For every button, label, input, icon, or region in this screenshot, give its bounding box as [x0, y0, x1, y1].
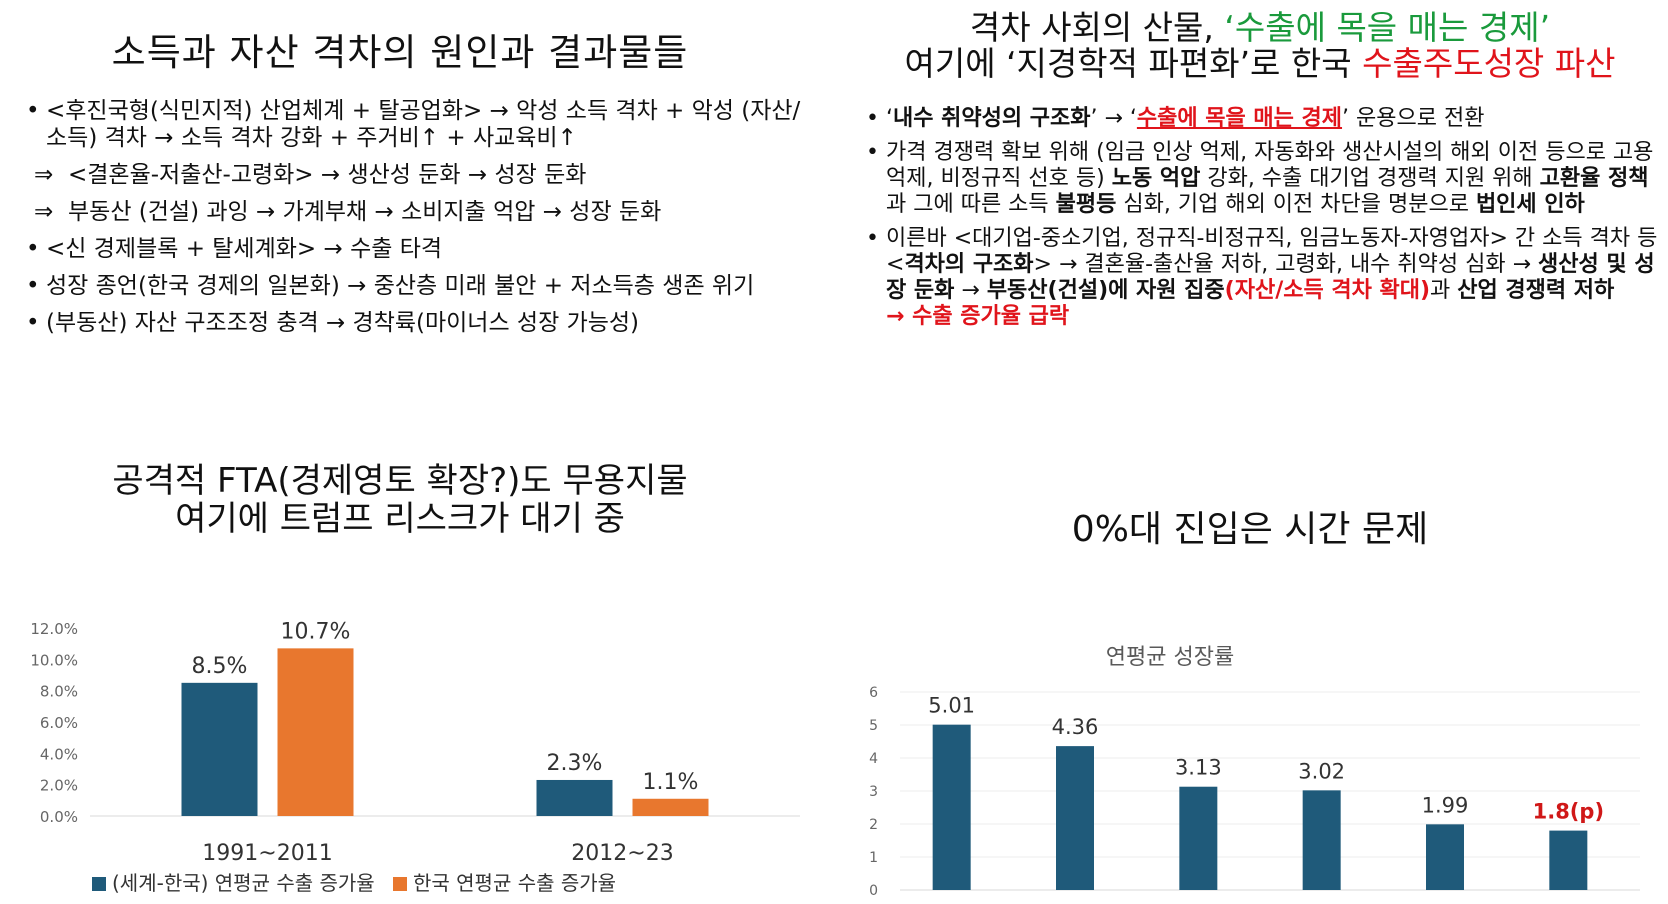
legend-swatch	[92, 877, 106, 891]
bold-text: 노동 억압	[1111, 166, 1201, 191]
export-economy-subtitle: 여기에 ‘지경학적 파편화’로 한국 수출주도성장 파산	[860, 46, 1660, 82]
text: 가격 경쟁력 확보 위해 (임금 인상 억제, 자동화와 생산시설의 해외 이전…	[886, 140, 1654, 191]
data-label: 3.02	[1298, 759, 1345, 783]
data-label: 5.01	[928, 694, 975, 718]
data-label: 1.1%	[643, 770, 699, 795]
y-tick-label: 10.0%	[30, 651, 78, 669]
subtitle-part1: 여기에 ‘지경학적 파편화’로 한국	[904, 44, 1363, 83]
text: > → 결혼율-출산율 저하, 고령화, 내수 취약성 심화 →	[1033, 252, 1539, 277]
growth-title: 0%대 진입은 시간 문제	[1071, 509, 1429, 550]
text: 심화, 기업 해외 이전 차단을 명분으로	[1116, 192, 1476, 217]
red-bold-text: (자산/소득 격차 확대)	[1224, 278, 1431, 303]
list-item: 가격 경쟁력 확보 위해 (임금 인상 억제, 자동화와 생산시설의 해외 이전…	[860, 140, 1660, 218]
bar	[1056, 746, 1094, 890]
y-tick-label: 4	[869, 751, 878, 767]
red-bold-text: → 수출 증가율 급락	[886, 304, 1070, 329]
y-tick-label: 2.0%	[40, 777, 78, 795]
y-tick-label: 3	[869, 784, 878, 800]
list-item: 이른바 <대기업-중소기업, 정규직-비정규직, 임금노동자-자영업자> 간 소…	[860, 226, 1660, 330]
text: 과 그에 따른 소득	[886, 192, 1056, 217]
bold-text: 부동산(건설)에 자원 집중	[986, 278, 1225, 303]
text: 이른바 <대기업-중소기업, 정규직-비정규직, 임금노동자-자영업자> 간 소…	[886, 226, 1658, 277]
x-tick-label: 1991~2011	[202, 841, 332, 866]
legend-swatch	[393, 877, 407, 891]
causes-list: <후진국형(식민지적) 산업체계 + 탈공업화> → 악성 소득 격차 + 악성…	[20, 98, 820, 337]
bar	[1179, 786, 1218, 890]
fta-title: 공격적 FTA(경제영토 확장?)도 무용지물 여기에 트럼프 리스크가 대기 …	[20, 462, 820, 538]
bar	[181, 682, 258, 816]
data-label: 4.36	[1052, 715, 1099, 739]
list-item: <후진국형(식민지적) 산업체계 + 탈공업화> → 악성 소득 격차 + 악성…	[20, 98, 820, 152]
list-item: 부동산 (건설) 과잉 → 가계부채 → 소비지출 억압 → 성장 둔화	[20, 199, 820, 226]
y-tick-label: 5	[869, 718, 878, 734]
y-tick-label: 1	[869, 850, 878, 866]
list-item: <신 경제블록 + 탈세계화> → 수출 타격	[20, 236, 820, 263]
fta-panel: 공격적 FTA(경제영토 확장?)도 무용지물 여기에 트럼프 리스크가 대기 …	[20, 462, 820, 900]
chart-title: 연평균 성장률	[1106, 645, 1234, 670]
bar	[536, 779, 613, 816]
list-item: (부동산) 자산 구조조정 충격 → 경착륙(마이너스 성장 가능성)	[20, 310, 820, 337]
y-tick-label: 4.0%	[40, 745, 78, 763]
growth-rate-chart: 연평균 성장률65432105.012000~20054.362005~2010…	[869, 645, 1640, 904]
export-growth-chart: 12.0% 10.0% 8.0% 6.0% 4.0% 2.0% 0.0% 8.5% 10.7% 1…	[30, 619, 800, 895]
bar	[1549, 830, 1588, 890]
y-tick-label: 2	[869, 817, 878, 833]
text: 강화, 수출 대기업 경쟁력 지원 위해	[1200, 166, 1540, 191]
bold-text: 내수 취약성의 구조화	[893, 106, 1091, 131]
causes-title: 소득과 자산 격차의 원인과 결과물들	[111, 31, 689, 74]
title-part1: 격차 사회의 산물,	[969, 8, 1225, 47]
text: ’ → ‘	[1090, 106, 1137, 131]
y-tick-label: 0.0%	[40, 808, 78, 826]
data-label: 1.8(p)	[1533, 800, 1604, 824]
bold-text: 격차의 구조화	[904, 252, 1034, 277]
export-economy-title: 격차 사회의 산물, ‘수출에 목을 매는 경제’	[860, 10, 1660, 46]
list-item: ‘내수 취약성의 구조화’ → ‘수출에 목을 매는 경제’ 운용으로 전환	[860, 106, 1660, 132]
y-tick-label: 6.0%	[40, 714, 78, 732]
list-item: 성장 종언(한국 경제의 일본화) → 중산층 미래 불안 + 저소득층 생존 …	[20, 273, 820, 300]
bar	[1302, 790, 1341, 890]
data-label: 10.7%	[281, 619, 351, 644]
title-part2: ‘수출에 목을 매는 경제’	[1224, 8, 1551, 47]
text: 과	[1430, 278, 1458, 303]
y-tick-label: 12.0%	[30, 620, 78, 638]
bold-text: 생산성 및 성장 둔화	[886, 252, 1655, 303]
bold-text: 법인세 인하	[1475, 192, 1585, 217]
data-label: 3.13	[1175, 756, 1222, 780]
fta-title-line2: 여기에 트럼프 리스크가 대기 중	[175, 499, 625, 539]
legend-label: (세계-한국) 연평균 수출 증가율	[112, 871, 375, 895]
bold-text: 고환율 정책	[1539, 166, 1649, 191]
data-label: 1.99	[1422, 793, 1469, 817]
subtitle-part2: 수출주도성장 파산	[1362, 44, 1616, 83]
data-label: 2.3%	[547, 751, 603, 776]
export-economy-list: ‘내수 취약성의 구조화’ → ‘수출에 목을 매는 경제’ 운용으로 전환 가…	[860, 106, 1660, 330]
y-tick-label: 8.0%	[40, 683, 78, 701]
y-tick-label: 0	[869, 883, 878, 899]
growth-panel: 0%대 진입은 시간 문제 연평균 성장률65432105.012000~200…	[840, 470, 1660, 904]
bar	[632, 798, 709, 816]
text: ‘	[886, 106, 893, 131]
export-economy-panel: 격차 사회의 산물, ‘수출에 목을 매는 경제’ 여기에 ‘지경학적 파편화’…	[860, 10, 1660, 460]
bar	[1426, 824, 1464, 890]
causes-panel: 소득과 자산 격차의 원인과 결과물들 <후진국형(식민지적) 산업체계 + 탈…	[20, 10, 820, 460]
text: ’ 운용으로 전환	[1342, 106, 1485, 131]
bar	[932, 724, 971, 890]
bar	[277, 648, 354, 816]
list-item: <결혼율-저출산-고령화> → 생산성 둔화 → 성장 둔화	[20, 162, 820, 189]
bold-text: 불평등	[1055, 192, 1117, 217]
x-tick-label: 2012~23	[571, 841, 673, 866]
legend-label: 한국 연평균 수출 증가율	[413, 871, 616, 895]
y-tick-label: 6	[869, 685, 878, 701]
data-label: 8.5%	[192, 654, 248, 679]
bold-text: 산업 경쟁력 저하	[1457, 278, 1615, 303]
text: →	[954, 278, 987, 303]
highlight-text: 수출에 목을 매는 경제	[1136, 106, 1343, 131]
fta-title-line1: 공격적 FTA(경제영토 확장?)도 무용지물	[112, 461, 688, 501]
